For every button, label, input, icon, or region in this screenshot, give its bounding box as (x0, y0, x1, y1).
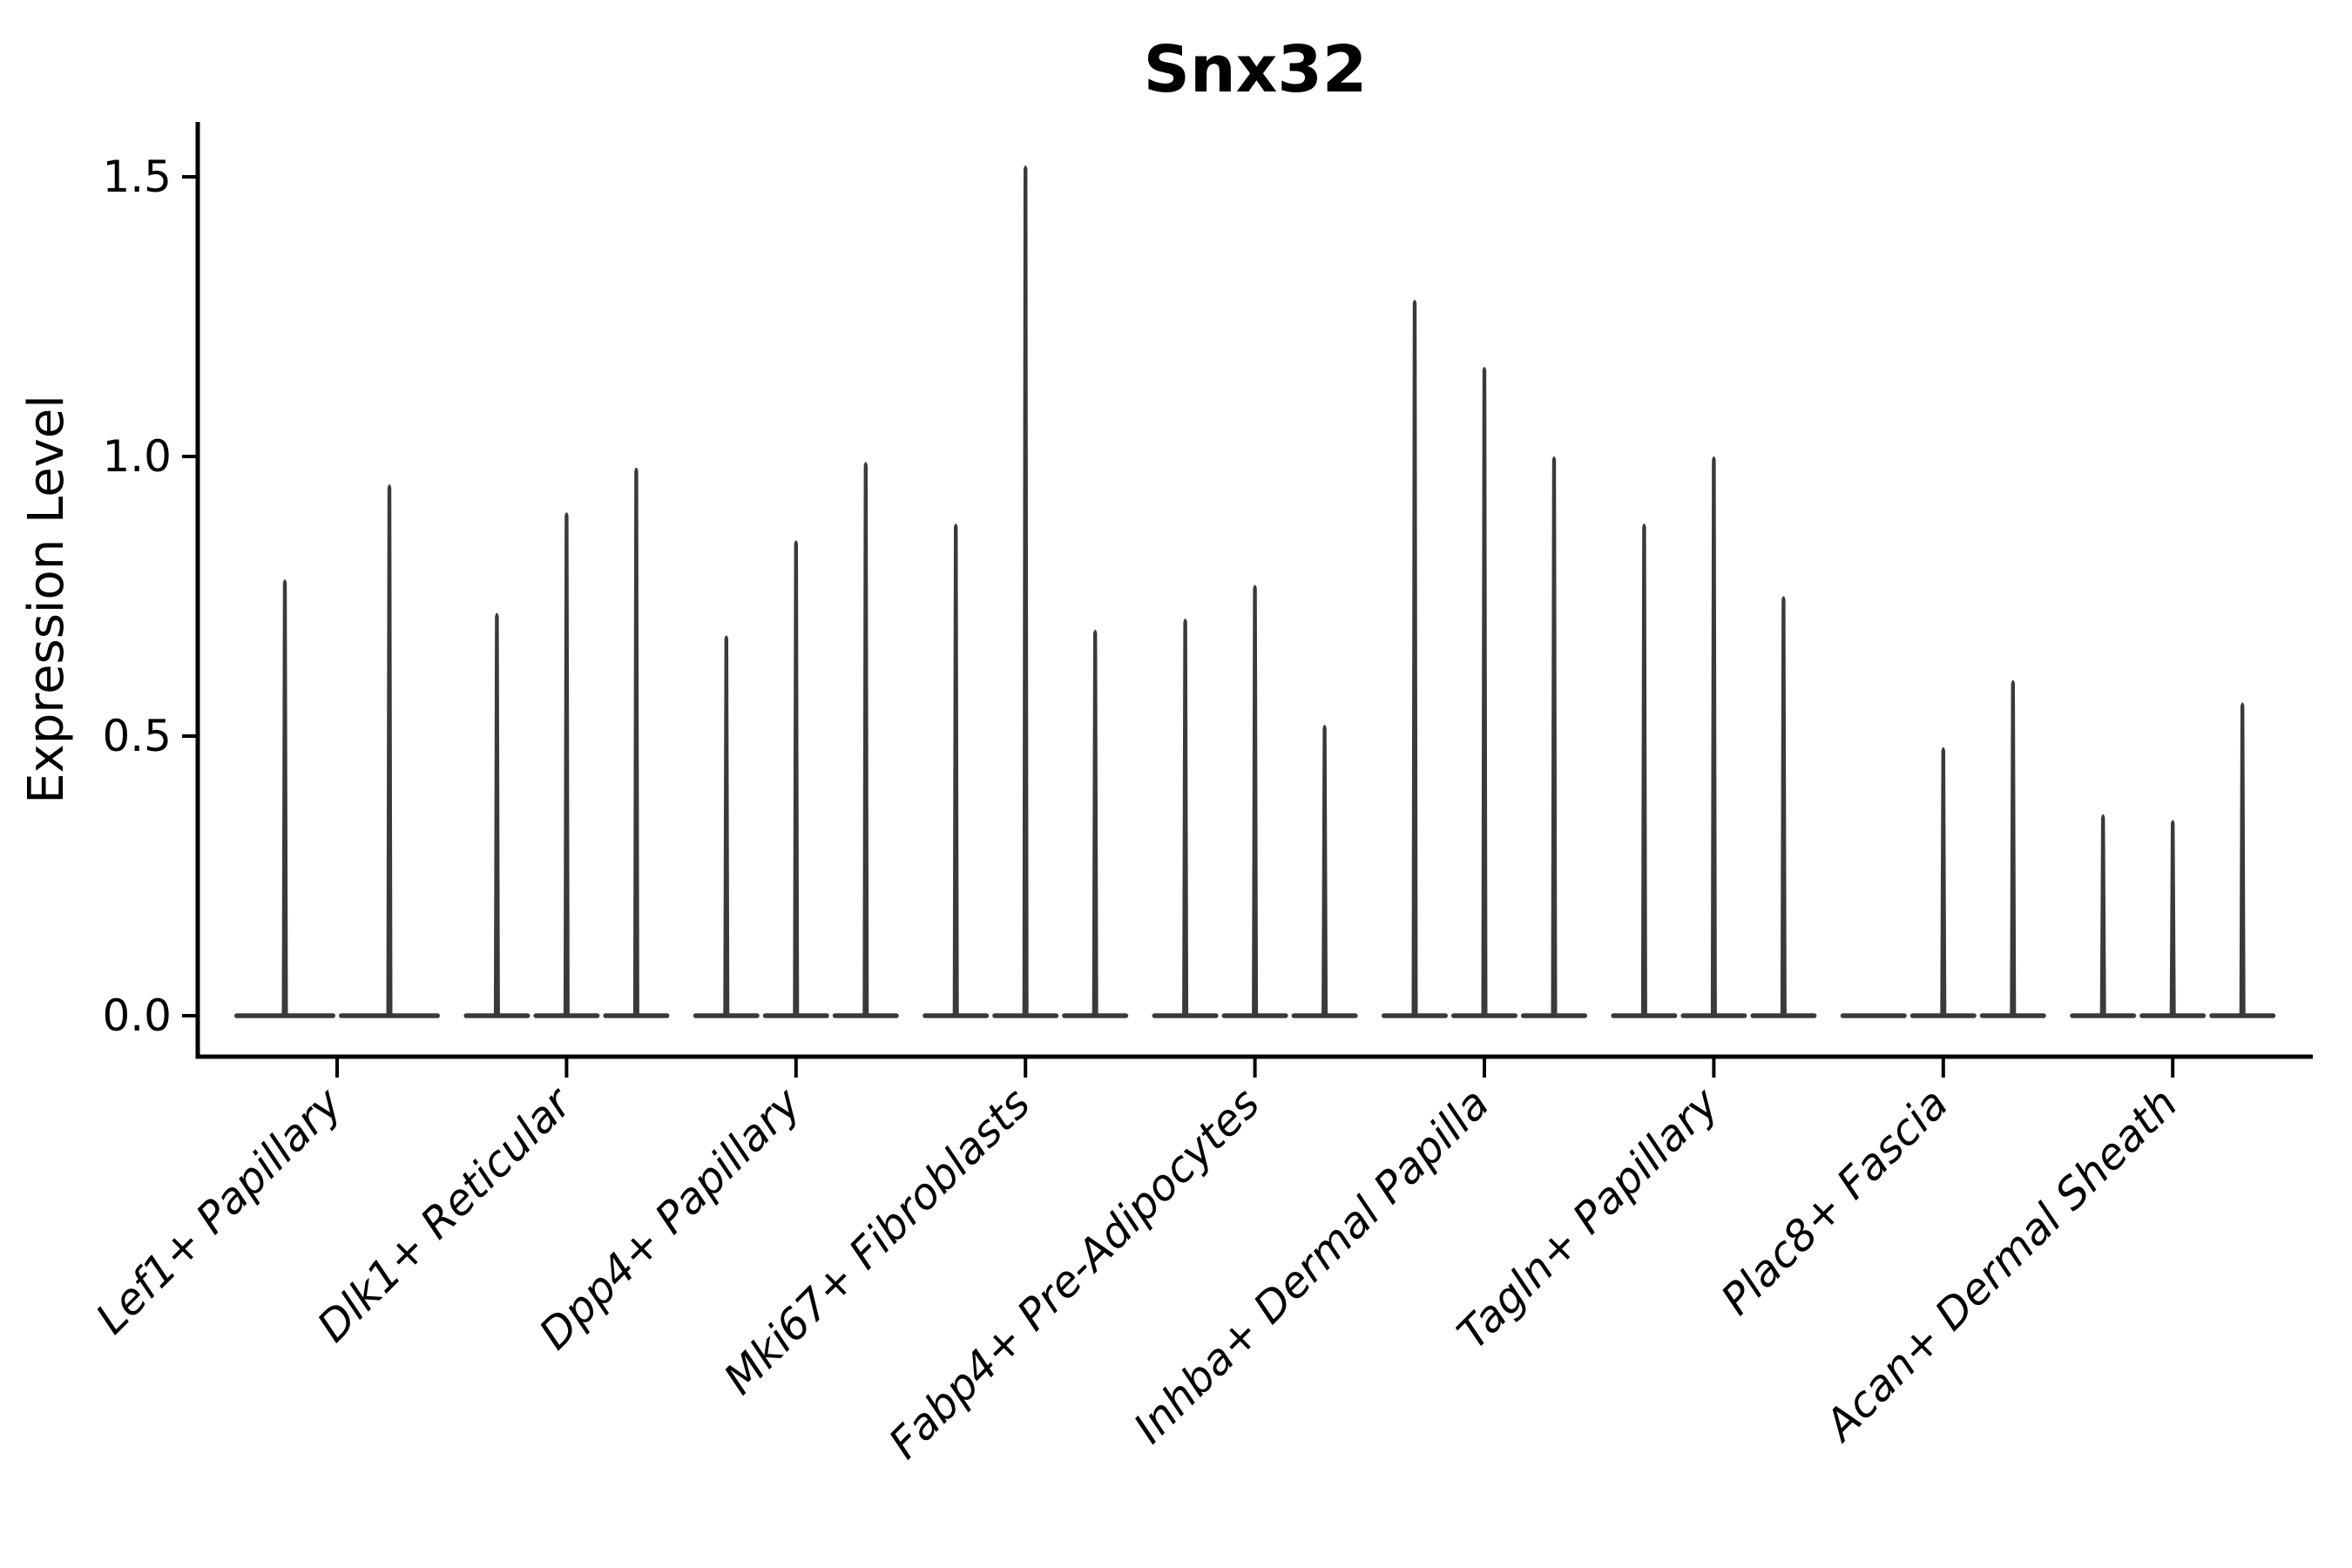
violin-spike (2010, 679, 2017, 1017)
violin-spike (952, 523, 959, 1017)
violin-spike (1940, 747, 1947, 1017)
violin-layer (234, 166, 2276, 1018)
violin (1221, 585, 1288, 1018)
violin-spike (1710, 456, 1717, 1017)
chart-title: Snx32 (1144, 32, 1368, 107)
violin-spike (1252, 585, 1259, 1017)
violin-spike (2099, 814, 2106, 1017)
x-tick-label: Dlk1+ Reticular (308, 1077, 582, 1351)
violin (2139, 820, 2207, 1018)
y-tick-label: 0.5 (102, 711, 172, 761)
violin (1521, 456, 1587, 1018)
violin-spike (1411, 300, 1418, 1017)
violin (533, 512, 600, 1018)
violin-spike (386, 484, 393, 1017)
violin (234, 579, 335, 1018)
violin-spike (1182, 618, 1189, 1017)
violin-spike (281, 579, 288, 1017)
violin (603, 467, 670, 1018)
violin-base (1840, 1013, 1907, 1018)
violin (1909, 747, 1977, 1018)
violin (1680, 456, 1747, 1018)
violin-spike (1780, 596, 1787, 1017)
violin (1750, 596, 1817, 1018)
y-axis-label: Expression Level (18, 395, 75, 804)
violin-spike (723, 635, 730, 1017)
x-tick-label: Plac8+ Fascia (1712, 1078, 1957, 1324)
violin-spike (1551, 456, 1558, 1017)
y-tick-label: 1.0 (102, 431, 172, 482)
y-tick-label: 1.5 (102, 152, 172, 202)
violin-spike (1092, 629, 1098, 1017)
violin (1840, 1013, 1907, 1018)
violin (463, 612, 531, 1018)
violin-spike (1321, 725, 1328, 1017)
violin-spike (563, 512, 570, 1017)
violin (1062, 629, 1129, 1018)
violin-spike (1022, 166, 1029, 1017)
violin (762, 540, 829, 1018)
violin-spike (632, 467, 639, 1017)
violin (1611, 523, 1678, 1018)
violin (923, 523, 990, 1018)
violin (832, 462, 899, 1018)
violin (992, 166, 1059, 1018)
violin (339, 484, 440, 1018)
violin-spike (862, 462, 869, 1017)
violin (1152, 618, 1219, 1018)
violin (1291, 725, 1358, 1018)
violin-spike (493, 612, 500, 1017)
violin (1979, 679, 2046, 1018)
violin (2209, 702, 2276, 1018)
violin (1382, 300, 1448, 1018)
violin-spike (2169, 820, 2176, 1017)
violin (1451, 367, 1517, 1018)
violin (693, 635, 760, 1018)
y-tick-label: 0.0 (102, 990, 172, 1041)
x-tick-label: Lef1+ Papillary (86, 1078, 352, 1343)
violin-spike (1481, 367, 1488, 1017)
violin-spike (2239, 702, 2246, 1017)
violin-spike (793, 540, 800, 1017)
violin-spike (1640, 523, 1647, 1017)
x-tick-label: Fabp4+ Pre-Adipocytes (880, 1078, 1270, 1469)
violin (2070, 814, 2137, 1018)
axes-layer (182, 122, 2313, 1078)
